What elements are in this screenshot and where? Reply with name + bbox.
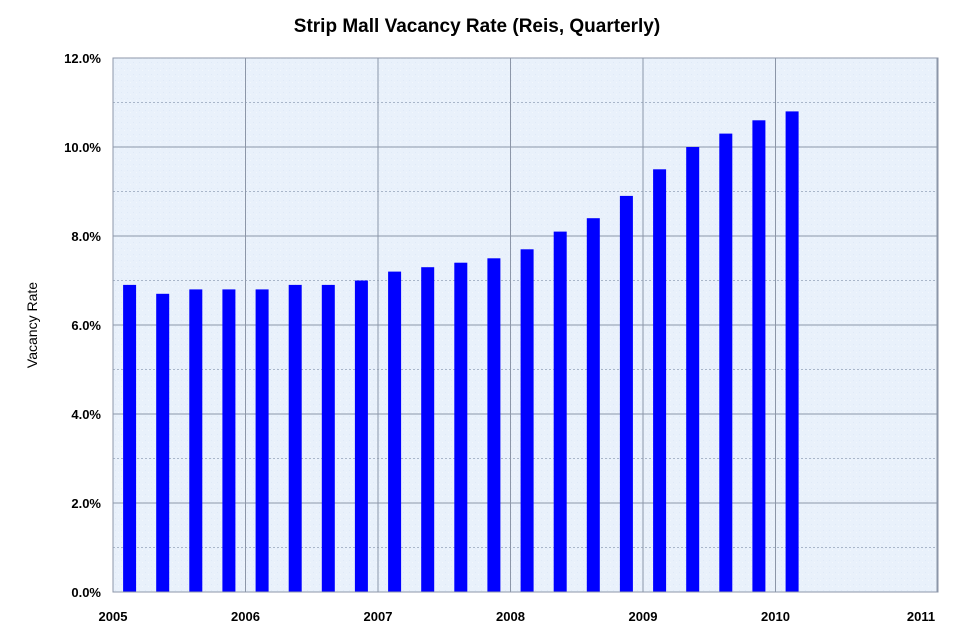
bar — [752, 120, 766, 593]
bar — [388, 271, 402, 592]
x-tick-label: 2008 — [496, 609, 525, 624]
y-axis-label: Vacancy Rate — [24, 282, 40, 368]
y-tick-label: 12.0% — [64, 51, 101, 66]
chart-title: Strip Mall Vacancy Rate (Reis, Quarterly… — [294, 16, 660, 37]
bar — [255, 289, 269, 592]
bar — [520, 249, 534, 593]
bar — [619, 195, 633, 592]
x-tick-label: 2007 — [364, 609, 393, 624]
y-tick-label: 2.0% — [71, 496, 101, 511]
bar — [653, 169, 667, 593]
y-tick-label: 10.0% — [64, 140, 101, 155]
ticks-layer: 0.0% 2.0% 4.0% 6.0% 8.0% 10.0% 12.0% 2005 2006 20… — [64, 51, 935, 624]
x-tick-label: 2010 — [761, 609, 790, 624]
bar — [586, 218, 600, 592]
bar — [354, 280, 368, 592]
plot-border — [112, 57, 939, 593]
bar — [189, 289, 203, 592]
y-tick-label: 6.0% — [71, 318, 101, 333]
bar — [123, 284, 137, 592]
bars-layer — [123, 111, 799, 593]
bar — [156, 293, 170, 592]
x-tick-label: 2006 — [231, 609, 260, 624]
bar — [288, 284, 302, 592]
bar — [553, 231, 567, 592]
x-tick-label: 2011 — [907, 609, 935, 624]
y-tick-label: 4.0% — [71, 407, 101, 422]
y-tick-label: 8.0% — [71, 229, 101, 244]
bar — [421, 267, 435, 592]
y-tick-label: 0.0% — [71, 585, 101, 600]
x-tick-label: 2005 — [99, 609, 128, 624]
bar — [321, 284, 335, 592]
bar — [719, 133, 733, 592]
bar — [222, 289, 236, 592]
bar — [454, 262, 468, 592]
bar — [686, 147, 700, 592]
bar — [785, 111, 799, 593]
bar — [487, 258, 501, 593]
x-tick-label: 2009 — [629, 609, 658, 624]
